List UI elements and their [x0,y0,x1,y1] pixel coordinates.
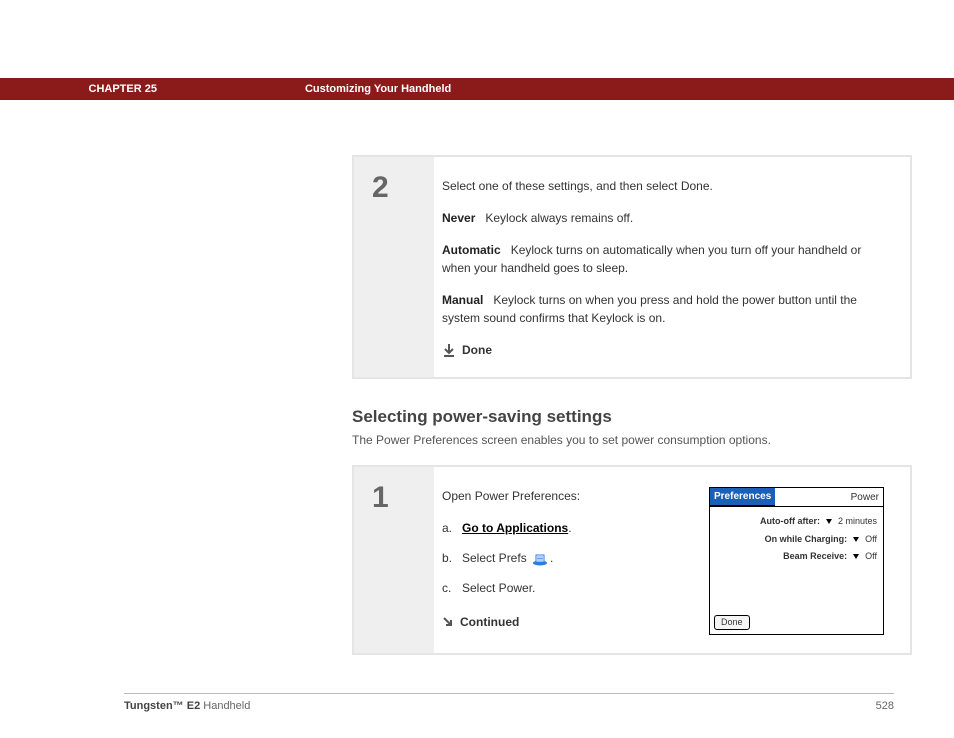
dropdown-icon [853,537,859,542]
prefs-row-beam: Beam Receive: Off [716,550,877,564]
chapter-number: CHAPTER 25 [89,83,157,95]
step-1-item-b: b. Select Prefs [442,549,689,567]
page-content: 2 Select one of these settings, and then… [352,155,912,675]
step-number: 2 [372,171,416,205]
step-number: 1 [372,481,416,515]
prefs-title: Preferences [710,488,775,506]
done-icon [442,343,456,357]
footer-rule [124,693,894,694]
step-2-box: 2 Select one of these settings, and then… [352,155,912,379]
step-number-cell: 2 [354,157,434,377]
prefs-row-autooff: Auto-off after: 2 minutes [716,515,877,529]
step-2-intro: Select one of these settings, and then s… [442,177,888,195]
step-1-box: 1 Open Power Preferences: a. Go to Appli… [352,465,912,655]
continued-label: Continued [460,613,519,631]
step-2-option-automatic: Automatic Keylock turns on automatically… [442,241,888,277]
prefs-row-charging: On while Charging: Off [716,533,877,547]
step-number-cell: 1 [354,467,434,653]
section-intro: The Power Preferences screen enables you… [352,433,912,447]
prefs-icon [532,553,548,565]
preferences-screenshot: Preferences Power Auto-off after: 2 minu… [709,487,884,635]
continued-marker: Continued [442,613,689,631]
chapter-title: Customizing Your Handheld [305,83,451,95]
footer-product: Tungsten™ E2 Handheld [124,700,250,712]
prefs-done-button: Done [714,615,750,631]
dropdown-icon [826,519,832,524]
done-label: Done [462,341,492,359]
page-number: 528 [876,700,894,712]
chapter-header-bar: CHAPTER 25 Customizing Your Handheld [0,78,954,100]
step-1-item-c: c. Select Power. [442,579,689,597]
step-2-option-never: Never Keylock always remains off. [442,209,888,227]
dropdown-icon [853,554,859,559]
step-2-option-manual: Manual Keylock turns on when you press a… [442,291,888,327]
step-1-item-a: a. Go to Applications. [442,519,689,537]
go-to-applications-link[interactable]: Go to Applications [462,521,568,535]
continued-icon [442,616,454,628]
page-footer: Tungsten™ E2 Handheld 528 [124,700,894,712]
step-1-intro: Open Power Preferences: [442,487,689,505]
step-1-body: Open Power Preferences: a. Go to Applica… [434,467,910,653]
prefs-category: Power [847,489,883,506]
section-heading: Selecting power-saving settings [352,407,912,427]
done-marker: Done [442,341,888,359]
step-2-body: Select one of these settings, and then s… [434,157,910,377]
